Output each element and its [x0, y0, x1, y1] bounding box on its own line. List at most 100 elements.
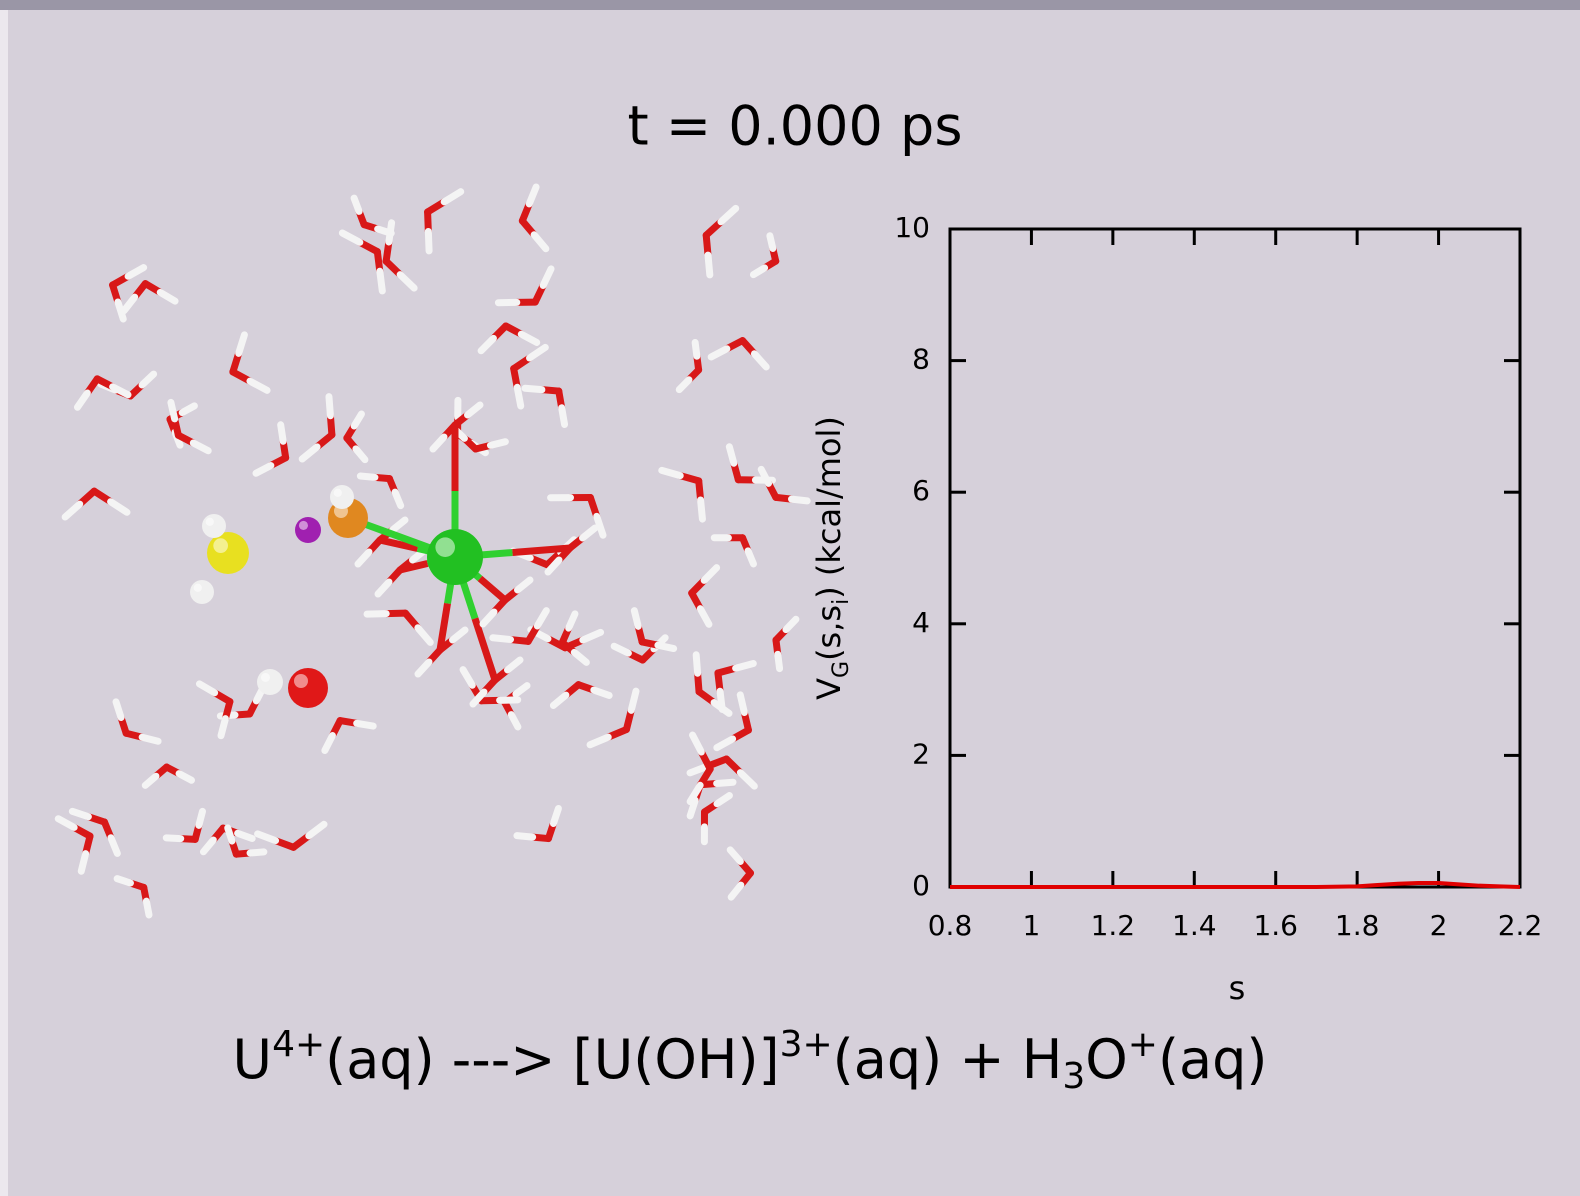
bond — [514, 576, 534, 594]
bond — [138, 370, 158, 389]
bond — [539, 265, 555, 289]
bond — [788, 495, 811, 505]
caption: U4+(aq) ---> [U(OH)]3+(aq) + H3O+(aq) — [233, 1024, 1268, 1097]
left-edge — [0, 10, 8, 1196]
bond — [512, 544, 571, 556]
x-tick-label: 2 — [1430, 909, 1448, 942]
bond — [77, 850, 90, 875]
bond — [379, 536, 419, 552]
bond — [217, 715, 229, 740]
bond — [579, 524, 599, 542]
bond — [414, 624, 434, 646]
bond — [142, 897, 153, 919]
bond — [459, 666, 476, 689]
bond — [513, 832, 537, 841]
bond — [436, 602, 451, 651]
bond — [464, 401, 484, 419]
atom-highlight — [333, 488, 342, 497]
bond — [175, 770, 196, 784]
bond — [525, 183, 540, 208]
bond — [686, 796, 699, 820]
bond — [627, 687, 640, 714]
bond — [507, 711, 522, 731]
bond — [141, 772, 160, 789]
bond — [440, 188, 465, 206]
bond — [697, 496, 706, 523]
caption-part: U — [233, 1028, 273, 1091]
bond — [321, 732, 336, 755]
bond — [630, 607, 642, 630]
bond — [449, 626, 469, 644]
x-tick-label: 1.6 — [1253, 909, 1298, 942]
y-tick-label: 4 — [912, 606, 930, 639]
bond — [396, 271, 418, 292]
bond — [376, 267, 386, 295]
atom-highlight — [298, 520, 309, 530]
bond — [414, 658, 433, 678]
bond — [736, 769, 758, 790]
bond — [757, 465, 773, 487]
atom — [207, 532, 249, 574]
bond — [112, 698, 125, 722]
bond — [120, 293, 139, 315]
bond — [704, 251, 714, 279]
bond — [489, 634, 515, 644]
bond — [691, 338, 701, 360]
bond — [195, 807, 206, 829]
bond — [350, 194, 363, 215]
bond — [338, 229, 364, 246]
atom — [190, 580, 214, 604]
bond — [736, 691, 748, 716]
bond — [521, 384, 546, 394]
x-tick-label: 1 — [1023, 909, 1041, 942]
atom-highlight — [213, 538, 228, 554]
bond — [610, 642, 632, 657]
y-axis-label: VG(s,si) (kcal/mol) — [810, 416, 854, 700]
bond — [700, 564, 721, 584]
caption-sup: + — [1128, 1024, 1158, 1065]
bond — [246, 377, 271, 394]
bond — [277, 421, 287, 445]
bond — [138, 733, 162, 745]
bond — [544, 556, 563, 576]
bond — [305, 820, 328, 840]
x-tick-label: 0.8 — [928, 909, 973, 942]
caption-part: (aq) ---> [U(OH)] — [325, 1028, 779, 1091]
molecule-render — [54, 183, 811, 919]
bond — [73, 389, 91, 411]
bond — [246, 848, 268, 857]
atom — [257, 669, 283, 695]
bond — [710, 699, 733, 717]
bond — [782, 615, 800, 634]
y-tick-label: 0 — [912, 869, 930, 902]
bond — [189, 439, 212, 455]
bond — [61, 500, 84, 521]
bond — [109, 383, 132, 399]
atom-highlight — [260, 672, 271, 682]
x-tick-label: 1.4 — [1172, 909, 1217, 942]
bond — [593, 512, 607, 539]
caption-part: (aq) — [1158, 1028, 1268, 1091]
caption-sup: 4+ — [272, 1024, 325, 1065]
bond — [479, 608, 498, 628]
y-tick-label: 10 — [894, 211, 930, 244]
bond — [692, 651, 702, 677]
y-label-part: ) (kcal/mol) — [810, 416, 848, 599]
bond — [124, 264, 148, 280]
bond — [707, 345, 731, 361]
y-tick-label: 6 — [912, 474, 930, 507]
bond — [686, 762, 712, 777]
bond — [565, 610, 579, 632]
plot-area — [948, 227, 1522, 889]
bond — [354, 548, 373, 568]
bond — [512, 682, 531, 698]
bond — [658, 466, 684, 480]
atom-highlight — [205, 517, 214, 526]
bond — [178, 402, 198, 417]
bond — [713, 792, 733, 808]
bond — [486, 438, 509, 449]
bond — [713, 778, 737, 787]
bond — [199, 836, 217, 856]
y-label-sub: G — [829, 661, 854, 678]
